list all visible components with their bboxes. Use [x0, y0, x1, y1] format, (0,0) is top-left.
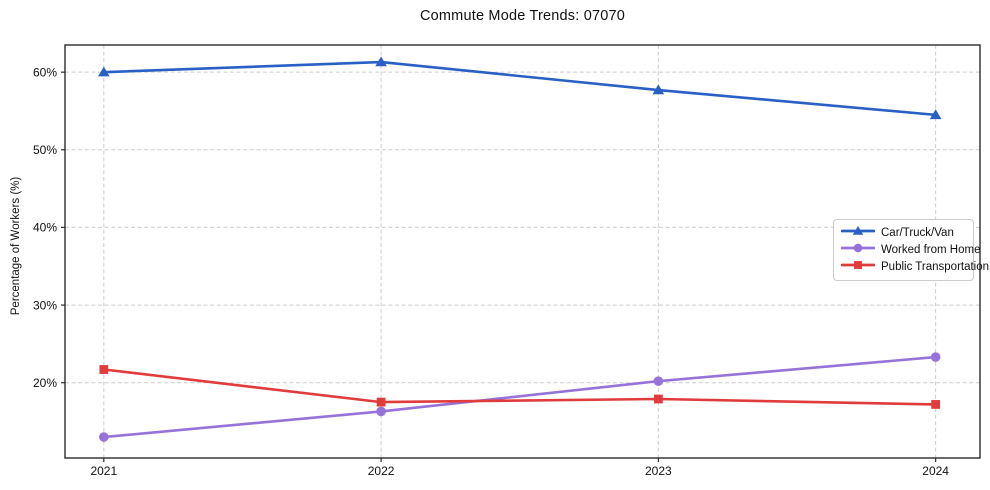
- worked-from-home-point-2024: [930, 352, 941, 362]
- triangle-marker: [852, 225, 864, 235]
- y-tick-label-40: 40%: [33, 221, 57, 235]
- worked-from-home-point-2022: [376, 406, 386, 417]
- chart-title: Commute Mode Trends: 07070: [419, 8, 626, 24]
- x-tick-label-2023: 2023: [645, 464, 672, 478]
- car-truck-van-point-2022: [375, 56, 387, 67]
- x-tick-label-2022: 2022: [368, 464, 395, 478]
- y-tick-label-60: 60%: [33, 65, 57, 79]
- car-truck-van-line-icon: [840, 224, 876, 242]
- car-truck-van-point-2021: [98, 66, 110, 77]
- car-truck-van-point-2023: [652, 84, 665, 95]
- public-transportation-line-icon: [840, 258, 876, 276]
- public-transportation-point-2024: [931, 400, 941, 409]
- legend-label: Car/Truck/Van: [881, 227, 954, 239]
- worked-from-home-point-2021: [99, 432, 109, 442]
- series-line-public-transportation: [102, 368, 937, 406]
- legend-entry-worked-from-home: Worked from Home: [840, 241, 980, 259]
- square-marker: [854, 261, 862, 269]
- public-transportation-point-2023: [653, 394, 663, 404]
- x-tick-label-2021: 2021: [90, 464, 117, 478]
- y-tick-label-30: 30%: [33, 298, 57, 312]
- public-transportation-point-2022: [376, 397, 386, 407]
- legend-label: Public Transportation: [881, 261, 990, 273]
- car-truck-van-point-2024: [929, 109, 942, 120]
- circle-marker: [853, 243, 863, 253]
- legend-label: Worked from Home: [881, 244, 981, 256]
- worked-from-home-line-icon: [840, 241, 876, 259]
- legend-entry-public-transportation: Public Transportation: [840, 258, 989, 276]
- x-tick-label-2024: 2024: [922, 464, 949, 478]
- legend: Car/Truck/Van Worked from Home Public Tr…: [833, 219, 989, 281]
- y-tick-label-50: 50%: [33, 143, 57, 157]
- plot-border: [64, 44, 981, 459]
- series-line-worked-from-home: [102, 355, 937, 439]
- public-transportation-point-2021: [99, 365, 109, 374]
- y-tick-label-20: 20%: [33, 376, 57, 390]
- legend-entry-car-truck-van: Car/Truck/Van: [840, 224, 967, 242]
- worked-from-home-point-2023: [653, 376, 664, 386]
- series-line-car-truck-van: [102, 60, 937, 117]
